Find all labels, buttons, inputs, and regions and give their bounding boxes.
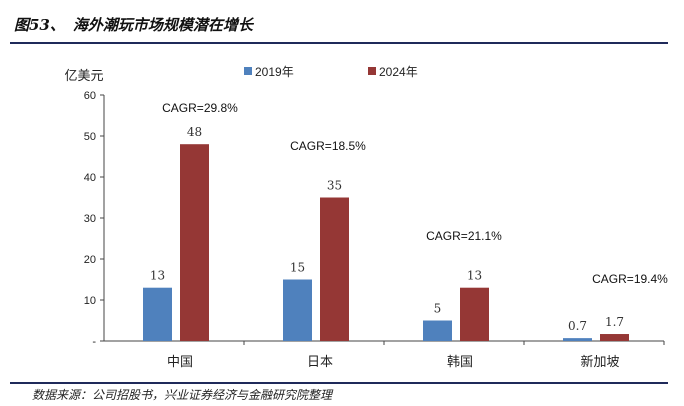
figure-number: 图53、	[14, 16, 65, 34]
y-tick-label: 30	[84, 213, 96, 225]
bar-value-label: 5	[434, 302, 442, 316]
bar-2024	[180, 144, 209, 341]
bar-value-label: 35	[327, 179, 342, 193]
cagr-annotation: CAGR=19.4%	[592, 272, 668, 286]
bar-2019	[143, 287, 172, 341]
x-category-label: 日本	[307, 355, 333, 370]
bar-value-label: 1.7	[605, 315, 624, 329]
cagr-annotation: CAGR=18.5%	[290, 139, 366, 153]
y-tick-label: 40	[84, 172, 96, 184]
bar-value-label: 15	[290, 261, 305, 275]
y-tick-label: -	[92, 336, 96, 348]
bar-value-label: 48	[187, 125, 202, 139]
bar-2019	[283, 279, 312, 341]
bar-2024	[460, 287, 489, 341]
bar-2019	[423, 320, 452, 341]
legend-label: 2024年	[379, 65, 418, 79]
bar-2019	[563, 338, 592, 341]
x-category-label: 中国	[167, 355, 193, 370]
bar-2024	[320, 197, 349, 341]
bar-value-label: 13	[150, 269, 165, 283]
source-note: 数据来源：公司招股书，兴业证券经济与金融研究院整理	[32, 388, 333, 402]
top-rule	[10, 42, 668, 44]
x-category-label: 新加坡	[580, 354, 619, 370]
y-tick-label: 20	[84, 254, 96, 266]
cagr-annotation: CAGR=29.8%	[162, 101, 238, 115]
bar-value-label: 0.7	[568, 319, 587, 333]
y-tick-label: 60	[84, 90, 96, 102]
legend-label: 2019年	[255, 65, 294, 79]
bottom-rule	[10, 382, 668, 384]
y-axis-unit-label: 亿美元	[64, 69, 103, 84]
figure-title-text: 海外潮玩市场规模潜在增长	[72, 16, 253, 34]
bar-2024	[600, 334, 629, 341]
legend-swatch-2019	[244, 67, 252, 75]
cagr-annotation: CAGR=21.1%	[426, 229, 502, 243]
figure-title: 图53、 海外潮玩市场规模潜在增长	[14, 14, 253, 35]
y-tick-label: 50	[84, 131, 96, 143]
legend-swatch-2024	[368, 67, 376, 75]
y-tick-label: 10	[84, 295, 96, 307]
x-category-label: 韩国	[447, 355, 473, 370]
bar-value-label: 13	[467, 269, 482, 283]
